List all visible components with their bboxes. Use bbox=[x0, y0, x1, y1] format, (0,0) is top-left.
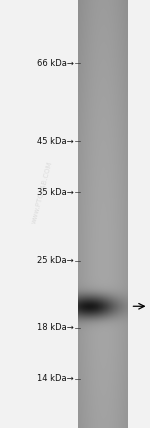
Text: 18 kDa→: 18 kDa→ bbox=[37, 323, 74, 332]
Text: 45 kDa→: 45 kDa→ bbox=[37, 137, 74, 146]
Text: 66 kDa→: 66 kDa→ bbox=[37, 59, 74, 68]
Text: 25 kDa→: 25 kDa→ bbox=[37, 256, 74, 265]
Text: 14 kDa→: 14 kDa→ bbox=[37, 374, 74, 383]
Text: www.PTGLAB.COM: www.PTGLAB.COM bbox=[31, 160, 53, 225]
Text: 35 kDa→: 35 kDa→ bbox=[37, 188, 74, 197]
